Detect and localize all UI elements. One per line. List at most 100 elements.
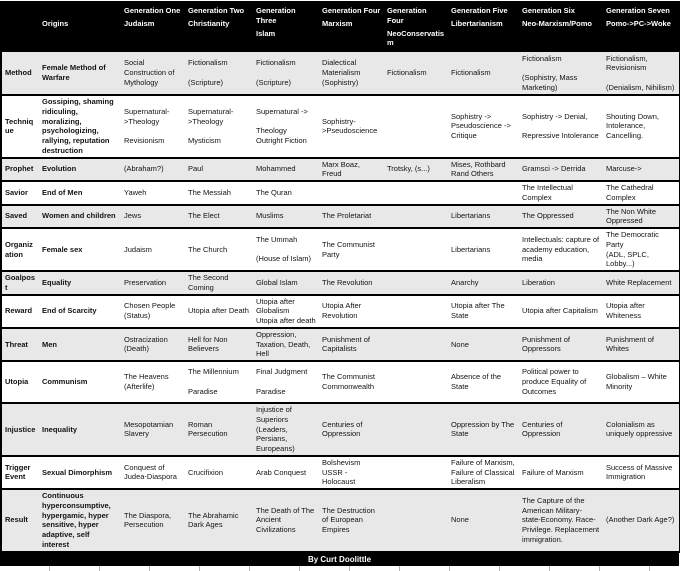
table-cell: Dialectical Materialism (Sophistry) (319, 50, 384, 96)
column-generation-label: Generation Three (256, 6, 296, 25)
table-cell: Oppression, Taxation, Death, Hell (253, 326, 319, 363)
table-cell: The Destruction of European Empires (319, 488, 384, 553)
table-cell: None (448, 488, 519, 553)
table-cell (384, 94, 448, 159)
table-body: Method Female Method of Warfare Social Con… (1, 50, 680, 553)
column-ideology-label: Neo-Marxism/Pomo (522, 19, 593, 28)
table-cell: The Communist Commonwealth (319, 360, 384, 404)
table-cell: Centuries of Oppression (519, 402, 603, 457)
table-row-result: Result Continuous hyperconsumptive, hyper… (1, 488, 680, 553)
table-cell: Yaweh (121, 180, 185, 206)
table-cell (384, 488, 448, 553)
table-cell: Utopia after Globalism Utopia after deat… (253, 293, 319, 329)
table-cell: Crucifixion (185, 454, 253, 491)
table-cell: Paul (185, 156, 253, 182)
table-cell: Roman Persecution (185, 402, 253, 457)
table-cell (384, 326, 448, 363)
origins-cell: Female Method of Warfare (39, 50, 121, 96)
table-cell: The Elect (185, 203, 253, 229)
table-cell: (Abraham?) (121, 156, 185, 182)
origins-cell: Evolution (39, 156, 121, 182)
origins-cell: End of Men (39, 180, 121, 206)
table-cell: Mises, Rothbard Rand Others (448, 156, 519, 182)
table-cell: Judaism (121, 227, 185, 272)
table-cell: None (448, 326, 519, 363)
row-label: Saved (1, 203, 39, 229)
table-cell: Intellectuals: capture of academy educat… (519, 227, 603, 272)
table-row-technique: Technique Gossiping, shaming ridiculing, … (1, 94, 680, 159)
origins-cell: Gossiping, shaming ridiculing, moralizin… (39, 94, 121, 159)
column-generation-label: Generation Two (188, 6, 245, 15)
table-header: Origins Generation One Judaism Generation T… (1, 1, 680, 52)
row-label: Goalpost (1, 270, 39, 296)
table-cell: The Democratic Party (ADL, SPLC, Lobby..… (603, 227, 680, 272)
column-ideology-label: NeoConservatism (387, 28, 445, 48)
table-footer: By Curt Doolittle (0, 552, 679, 566)
table-cell: Utopia After Revolution (319, 293, 384, 329)
table-cell: The Ummah (House of Islam) (253, 227, 319, 272)
table-cell: Fictionalism (Scripture) (253, 50, 319, 96)
table-cell: Fictionalism (448, 50, 519, 96)
column-header-libertarianism: Generation Five Libertarianism (448, 1, 519, 52)
table-cell: Jews (121, 203, 185, 229)
table-cell: White Replacement (603, 270, 680, 296)
origins-cell: Inequality (39, 402, 121, 457)
table-cell: Sophistry -> Pseudoscience -> Critique (448, 94, 519, 159)
table-cell: Punishment of Whites (603, 326, 680, 363)
row-label: Prophet (1, 156, 39, 182)
row-label: Method (1, 50, 39, 96)
comparison-table: Origins Generation One Judaism Generation T… (0, 1, 680, 553)
author-credit: By Curt Doolittle (307, 554, 372, 564)
origins-cell: Continuous hyperconsumptive, hypergamic,… (39, 488, 121, 553)
table-cell: Supernatural->Theology Mysticism (185, 94, 253, 159)
origins-cell: Women and children (39, 203, 121, 229)
table-cell: Final Judgment Paradise (253, 360, 319, 404)
column-generation-label (42, 6, 118, 16)
table-row-method: Method Female Method of Warfare Social Con… (1, 50, 680, 96)
row-label: Organization (1, 227, 39, 272)
table-cell: The Communist Party (319, 227, 384, 272)
column-header-row-label (1, 1, 39, 52)
column-ideology-label: Libertarianism (451, 19, 503, 28)
table-cell: Fictionalism (Sophistry, Mass Marketing) (519, 50, 603, 96)
row-label: Trigger Event (1, 454, 39, 491)
column-header-marxism: Generation Four Marxism (319, 1, 384, 52)
table-cell: Supernatural->Theology Revisionism (121, 94, 185, 159)
table-cell (448, 180, 519, 206)
table-cell: Mesopotamian Slavery (121, 402, 185, 457)
table-cell: Social Construction of Mythology (121, 50, 185, 96)
table-cell (384, 402, 448, 457)
table-cell: Sophistry -> Denial, Repressive Intolera… (519, 94, 603, 159)
table-cell: Arab Conquest (253, 454, 319, 491)
column-header-islam: Generation Three Islam (253, 1, 319, 52)
table-cell (319, 180, 384, 206)
row-label: Utopia (1, 360, 39, 404)
origins-cell: Men (39, 326, 121, 363)
table-cell: The Capture of the American Military-sta… (519, 488, 603, 553)
table-cell: Marcuse-> (603, 156, 680, 182)
table-row-threat: Threat Men Ostracization (Death) Hell for N… (1, 326, 680, 363)
table-row-organization: Organization Female sex Judaism The Church T… (1, 227, 680, 272)
table-cell: Marx Boaz, Freud (319, 156, 384, 182)
column-ideology-label: Pomo->PC->Woke (606, 19, 671, 28)
table-row-prophet: Prophet Evolution (Abraham?) Paul Mohammed Ma… (1, 156, 680, 182)
table-cell: The Second Coming (185, 270, 253, 296)
table-cell: Libertarians (448, 227, 519, 272)
table-cell (384, 270, 448, 296)
table-row-utopia: Utopia Communism The Heavens (Afterlife) Th… (1, 360, 680, 404)
table-cell: Colonialism as uniquely oppressive (603, 402, 680, 457)
table-cell: Failure of Marxism (519, 454, 603, 491)
table-cell: Hell for Non Believers (185, 326, 253, 363)
table-cell: Fictionalism (384, 50, 448, 96)
table-cell: Libertarians (448, 203, 519, 229)
table-cell (384, 293, 448, 329)
table-cell: Trotsky, (s...) (384, 156, 448, 182)
table-cell: Anarchy (448, 270, 519, 296)
table-row-saved: Saved Women and children Jews The Elect Musl… (1, 203, 680, 229)
table-cell: The Church (185, 227, 253, 272)
table-cell: Ostracization (Death) (121, 326, 185, 363)
table-cell: Conquest of Judea-Diaspora (121, 454, 185, 491)
column-header-neo-marxism-pomo: Generation Six Neo-Marxism/Pomo (519, 1, 603, 52)
row-label: Threat (1, 326, 39, 363)
